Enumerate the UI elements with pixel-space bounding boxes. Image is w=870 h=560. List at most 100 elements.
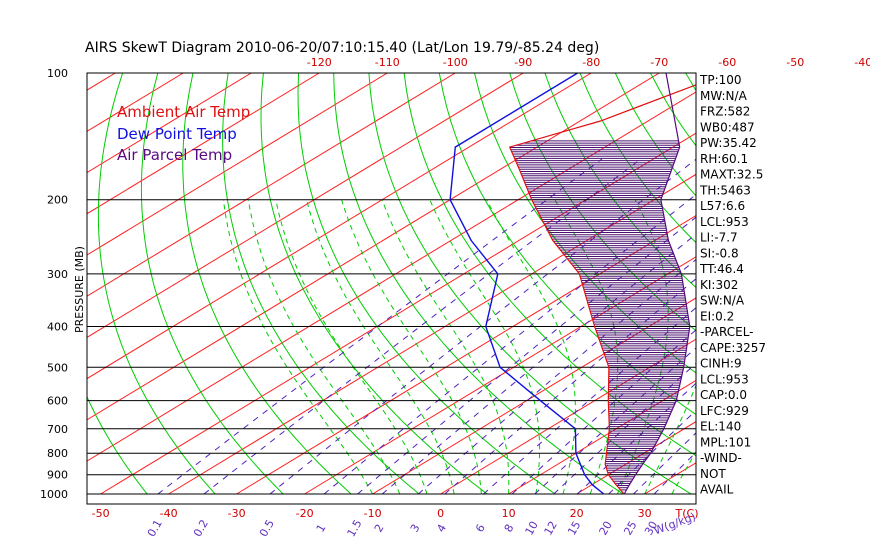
legend-dew-point-temp: Dew Point Temp	[117, 125, 237, 143]
moist-adiabat-line	[671, 450, 696, 495]
legend-air-parcel-temp: Air Parcel Temp	[117, 146, 232, 164]
stability-index-text: TH:5463	[699, 183, 751, 197]
top-temp-tick-label: -100	[443, 56, 468, 69]
bottom-temp-tick-label: -40	[160, 507, 178, 520]
top-temp-tick-label: -90	[514, 56, 532, 69]
dry-adiabat-line	[182, 73, 352, 495]
isotherm-line	[0, 73, 47, 494]
mixing-ratio-tick-label: 8	[502, 522, 517, 535]
isotherm-line	[87, 73, 388, 256]
dry-adiabat-line	[333, 73, 624, 495]
isotherm-line	[87, 73, 456, 297]
bottom-temp-tick-label: -20	[296, 507, 314, 520]
stability-index-text: L57:6.6	[700, 199, 745, 213]
pressure-tick-label: 100	[47, 67, 68, 80]
dry-adiabat-line	[403, 73, 696, 457]
mixing-ratio-tick-label: 6	[473, 522, 488, 535]
mixing-ratio-tick-label: 0.5	[257, 517, 277, 539]
isotherm-line	[168, 173, 696, 495]
moist-adiabat-line	[341, 199, 482, 495]
stability-index-text: -WIND-	[700, 451, 742, 465]
isotherm-line	[372, 297, 696, 495]
mixing-ratio-line	[633, 432, 696, 495]
stability-index-text: EL:140	[700, 420, 741, 434]
mixing-ratio-tick-label: 1	[314, 522, 329, 535]
dry-adiabat-line	[862, 73, 870, 494]
top-temp-tick-label: -40	[854, 56, 870, 69]
bottom-temp-tick-label: -30	[228, 507, 246, 520]
mixing-ratio-tick-label: 25	[621, 519, 639, 538]
pressure-tick-label: 500	[47, 361, 68, 374]
stability-index-text: TT:46.4	[699, 262, 744, 276]
stability-index-text: LFC:929	[700, 404, 749, 418]
isotherm-line	[644, 462, 696, 495]
top-temp-tick-label: -110	[375, 56, 400, 69]
stability-index-text: MPL:101	[700, 435, 751, 449]
dry-adiabat-line	[579, 73, 696, 244]
top-temp-tick-label: -80	[582, 56, 600, 69]
dry-adiabat-line	[544, 73, 696, 289]
mixing-ratio-tick-label: 4	[434, 522, 449, 535]
legend-ambient-air-temp: Ambient Air Temp	[117, 103, 250, 121]
mixing-ratio-line	[653, 451, 696, 495]
pressure-tick-label: 200	[47, 194, 68, 207]
pressure-tick-label: 800	[47, 447, 68, 460]
bottom-temp-tick-label: 20	[570, 507, 584, 520]
moist-adiabat-line	[275, 199, 428, 495]
mixing-ratio-line	[483, 307, 696, 495]
mixing-ratio-tick-label: 3	[408, 522, 423, 535]
mixing-ratio-tick-label: 0.2	[191, 517, 211, 539]
bottom-temp-unit-label: T(C)	[675, 507, 699, 520]
stability-index-text: -PARCEL-	[700, 325, 754, 339]
isotherm-line	[508, 379, 696, 495]
mixing-ratio-tick-label: 30	[642, 519, 660, 538]
mixing-ratio-tick-label: 20	[597, 519, 615, 538]
bottom-temp-tick-label: -10	[364, 507, 382, 520]
mixing-ratio-tick-label: 0.1	[145, 517, 165, 539]
isotherm-line	[781, 73, 870, 494]
parcel-temp-profile	[623, 73, 691, 495]
plot-frame	[86, 72, 697, 505]
dry-adiabat-line	[509, 73, 696, 332]
dry-adiabat-line	[368, 73, 692, 495]
dry-adiabat-line	[97, 73, 216, 495]
stability-index-text: LCL:953	[700, 372, 749, 386]
stability-index-text: PW:35.42	[700, 136, 757, 150]
dry-adiabat-line	[756, 73, 870, 494]
mixing-ratio-tick-label: 1.5	[345, 517, 365, 539]
stability-index-text: RH:60.1	[700, 152, 748, 166]
stability-index-text: SW:N/A	[700, 294, 745, 308]
isotherm-line	[849, 73, 870, 494]
isotherm-line	[87, 73, 320, 215]
ambient-temp-profile	[508, 84, 696, 495]
stability-index-text: CINH:9	[700, 357, 742, 371]
stability-index-text: LI:-7.7	[700, 231, 738, 245]
y-axis-label: PRESSURE (MB)	[73, 246, 86, 333]
isotherm-line	[87, 73, 524, 338]
moist-adiabat-line	[306, 199, 455, 495]
stability-index-text: MAXT:32.5	[700, 168, 763, 182]
stability-index-text: EI:0.2	[700, 309, 734, 323]
stability-index-text: FRZ:582	[700, 105, 750, 119]
legend: Ambient Air Temp Dew Point Temp Air Parc…	[117, 103, 250, 164]
bottom-temp-tick-label: 0	[437, 507, 444, 520]
pressure-tick-label: 300	[47, 268, 68, 281]
dry-adiabat-line	[222, 73, 420, 495]
isotherm-line	[87, 73, 252, 174]
dry-adiabat-line	[474, 73, 696, 374]
top-temp-tick-label: -50	[786, 56, 804, 69]
pressure-tick-label: 700	[47, 423, 68, 436]
moist-adiabat-line	[554, 199, 619, 495]
pressure-tick-label: 1000	[40, 488, 68, 501]
stability-index-text: AVAIL	[700, 483, 734, 497]
bottom-temp-tick-label: 30	[638, 507, 652, 520]
dry-adiabat-line	[827, 73, 870, 494]
mixing-ratio-tick-label: 2	[372, 522, 387, 535]
profile-lines	[449, 73, 696, 495]
bottom-temp-tick-label: -50	[92, 507, 110, 520]
dry-adiabat-line	[297, 73, 556, 495]
isotherm-line	[440, 338, 696, 495]
